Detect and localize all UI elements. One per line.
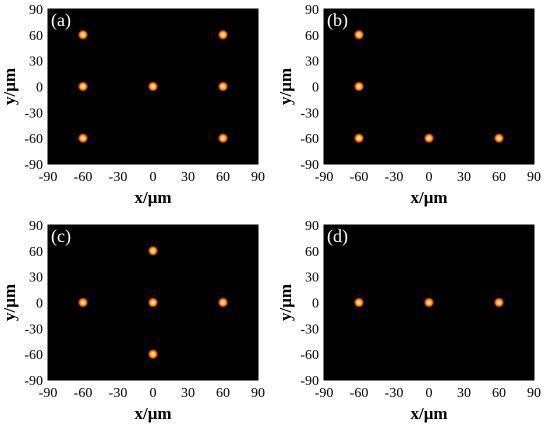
light-spot <box>77 297 89 308</box>
panel-label: (b) <box>327 10 348 31</box>
y-tick-label: -90 <box>300 374 319 389</box>
x-axis-label: x/μm <box>134 188 171 207</box>
y-tick-label: -30 <box>24 106 43 121</box>
x-tick-label: 0 <box>426 386 433 401</box>
x-axis-label: x/μm <box>410 404 447 423</box>
x-tick-label: 0 <box>150 170 157 185</box>
light-spot <box>147 297 159 308</box>
y-tick-label: 0 <box>36 297 43 312</box>
panel-label: (d) <box>327 226 348 247</box>
x-tick-label: -60 <box>350 386 369 401</box>
panel-3: -90 -60 -30 0 30 60 90 90 60 30 0 -30 -60 -90 x/μm y/μm… <box>276 219 541 423</box>
x-tick-label: 0 <box>426 170 433 185</box>
y-axis-label: y/μm <box>276 284 295 321</box>
light-spot <box>217 297 229 308</box>
y-tick-label: -90 <box>24 158 43 173</box>
x-tick-label: -90 <box>315 170 334 185</box>
x-tick-label: -60 <box>74 386 93 401</box>
panel-2: -90 -60 -30 0 30 60 90 90 60 30 0 -30 -60 -90 x/μm y/μm… <box>0 219 265 423</box>
x-axis-label: x/μm <box>410 188 447 207</box>
x-tick-label: 90 <box>251 170 265 185</box>
y-tick-label: -60 <box>24 348 43 363</box>
light-spot <box>493 297 505 308</box>
x-axis-label: x/μm <box>134 404 171 423</box>
y-tick-label: -60 <box>24 132 43 147</box>
light-spot <box>493 132 505 144</box>
light-spot <box>217 81 229 92</box>
x-tick-label: -90 <box>39 386 58 401</box>
x-tick-label: 30 <box>181 386 195 401</box>
y-tick-label: 30 <box>305 55 319 70</box>
y-axis-label: y/μm <box>276 68 295 105</box>
light-spot <box>77 132 89 144</box>
x-tick-label: 60 <box>492 386 506 401</box>
x-tick-label: 90 <box>251 386 265 401</box>
light-spot <box>353 297 365 308</box>
x-tick-label: -90 <box>315 386 334 401</box>
y-tick-label: 30 <box>29 271 43 286</box>
light-spot <box>423 132 435 144</box>
y-tick-label: 60 <box>29 29 43 44</box>
x-tick-label: 90 <box>527 170 541 185</box>
y-tick-label: 60 <box>305 29 319 44</box>
light-spot <box>77 81 89 92</box>
light-spot <box>77 29 89 41</box>
y-tick-label: -90 <box>300 158 319 173</box>
light-spot <box>423 297 435 308</box>
x-tick-label: -30 <box>109 386 128 401</box>
y-axis-label: y/μm <box>0 284 19 321</box>
y-axis-label: y/μm <box>0 68 19 105</box>
light-spot <box>147 245 159 257</box>
y-tick-label: 0 <box>36 81 43 96</box>
x-tick-label: -30 <box>109 170 128 185</box>
x-tick-label: 60 <box>216 386 230 401</box>
y-tick-label: 30 <box>305 271 319 286</box>
x-tick-label: -90 <box>39 170 58 185</box>
light-spot <box>353 132 365 144</box>
x-tick-label: 60 <box>492 170 506 185</box>
y-tick-label: -30 <box>24 322 43 337</box>
y-tick-label: 0 <box>312 81 319 96</box>
x-tick-label: -30 <box>385 170 404 185</box>
panel-0: -90 -60 -30 0 30 60 90 90 60 30 0 -30 -60 -90 x/μm y/μm… <box>0 3 265 207</box>
y-tick-label: 30 <box>29 55 43 70</box>
x-tick-label: 30 <box>181 170 195 185</box>
y-tick-label: 0 <box>312 297 319 312</box>
x-tick-label: 0 <box>150 386 157 401</box>
light-spot <box>147 348 159 360</box>
x-tick-label: 30 <box>457 386 471 401</box>
y-tick-label: 90 <box>29 3 43 18</box>
y-tick-label: 90 <box>29 219 43 234</box>
x-tick-label: 90 <box>527 386 541 401</box>
light-spot <box>353 81 365 92</box>
y-tick-label: -60 <box>300 348 319 363</box>
x-tick-label: -60 <box>350 170 369 185</box>
light-spot <box>217 29 229 41</box>
y-tick-label: 60 <box>305 245 319 260</box>
panel-label: (c) <box>51 226 71 247</box>
x-tick-label: -30 <box>385 386 404 401</box>
light-spot <box>353 29 365 41</box>
light-spot <box>217 132 229 144</box>
y-tick-label: -90 <box>24 374 43 389</box>
panel-1: -90 -60 -30 0 30 60 90 90 60 30 0 -30 -60 -90 x/μm y/μm… <box>276 3 541 207</box>
y-tick-label: 90 <box>305 3 319 18</box>
x-tick-label: 30 <box>457 170 471 185</box>
y-tick-label: -30 <box>300 322 319 337</box>
x-tick-label: 60 <box>216 170 230 185</box>
light-spot <box>147 81 159 92</box>
x-tick-label: -60 <box>74 170 93 185</box>
y-tick-label: 90 <box>305 219 319 234</box>
y-tick-label: 60 <box>29 245 43 260</box>
panel-label: (a) <box>51 10 71 31</box>
y-tick-label: -30 <box>300 106 319 121</box>
y-tick-label: -60 <box>300 132 319 147</box>
